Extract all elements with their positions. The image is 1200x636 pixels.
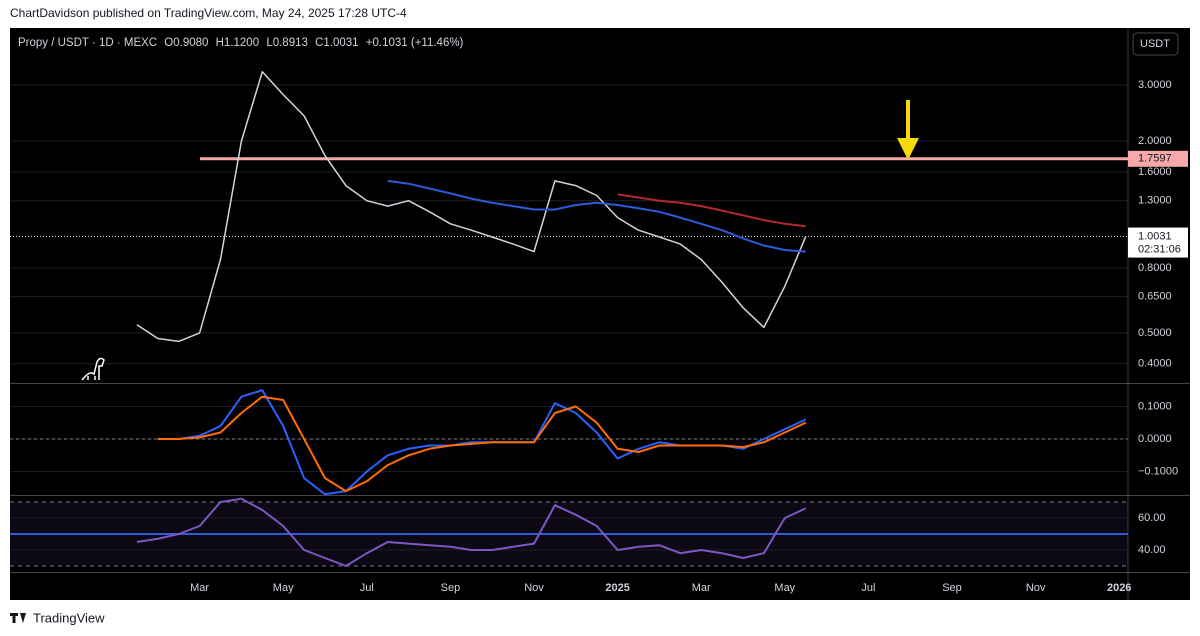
header: ChartDavidson published on TradingView.c… (10, 6, 407, 20)
series-line (157, 395, 807, 493)
legend: Propy / USDT · 1D · MEXC O0.9080 H1.1200… (18, 37, 464, 49)
countdown-label: 02:31:06 (1138, 243, 1181, 255)
legend-value: L0.8913 (266, 37, 308, 49)
legend-value: H1.1200 (216, 37, 259, 49)
arrow-annotation (897, 100, 919, 160)
y-tick-label: 0.5000 (1138, 327, 1172, 339)
y-tick-label: 0.8000 (1138, 262, 1172, 274)
last-price-box (1128, 227, 1188, 258)
x-tick-label: Jul (360, 582, 374, 594)
footer-logo (10, 613, 26, 623)
y-tick-label: 60.00 (1138, 512, 1166, 524)
pane: 0.1000 0.0000 −0.1000 (10, 389, 1178, 496)
y-tick-label: 2.0000 (1138, 135, 1172, 147)
series-line (136, 497, 807, 567)
y-tick-label: 1.6000 (1138, 166, 1172, 178)
symbol: Propy / USDT · 1D · MEXC (18, 37, 157, 49)
x-tick-label: Sep (942, 582, 962, 594)
dino-icon (81, 357, 105, 381)
y-tick-label: 40.00 (1138, 544, 1166, 556)
x-tick-label: 2026 (1107, 582, 1131, 594)
y-tick-label: −0.1000 (1138, 465, 1178, 477)
last-price-label: 1.0031 (1138, 230, 1172, 242)
series-line (617, 193, 806, 228)
footer: TradingView (33, 610, 105, 625)
x-tick-label: Nov (524, 582, 544, 594)
x-tick-label: Mar (190, 582, 209, 594)
series-line (387, 179, 806, 253)
y-tick-label: 0.0000 (1138, 433, 1172, 445)
y-tick-label: 3.0000 (1138, 79, 1172, 91)
level-label: 1.7597 (1138, 153, 1172, 165)
y-tick-label: 1.3000 (1138, 195, 1172, 207)
x-tick-label: Mar (692, 582, 711, 594)
x-tick-label: 2025 (605, 582, 629, 594)
pane: 60.00 40.00 Mar May Jul Sep Nov 2025 Mar May Jul Se… (10, 497, 1166, 594)
currency-button[interactable] (1132, 32, 1179, 56)
legend-value: +0.1031 (+11.46%) (366, 37, 464, 49)
series-line (136, 71, 807, 343)
currency-label[interactable]: USDT (1140, 38, 1170, 50)
y-tick-label: 0.1000 (1138, 400, 1172, 412)
x-tick-label: Sep (441, 582, 461, 594)
level-label-box (1128, 150, 1188, 167)
x-tick-label: Nov (1026, 582, 1046, 594)
pane: 3.0000 2.0000 1.6000 1.3000 0.8000 0.6500 0.50… (10, 71, 1188, 370)
legend-value: C1.0031 (315, 37, 358, 49)
legend-value: O0.9080 (164, 37, 208, 49)
x-tick-label: May (273, 582, 294, 594)
y-tick-label: 0.4000 (1138, 358, 1172, 370)
x-tick-label: Jul (861, 582, 875, 594)
y-tick-label: 0.6500 (1138, 290, 1172, 302)
x-tick-label: May (774, 582, 795, 594)
chart-area (10, 28, 1190, 600)
